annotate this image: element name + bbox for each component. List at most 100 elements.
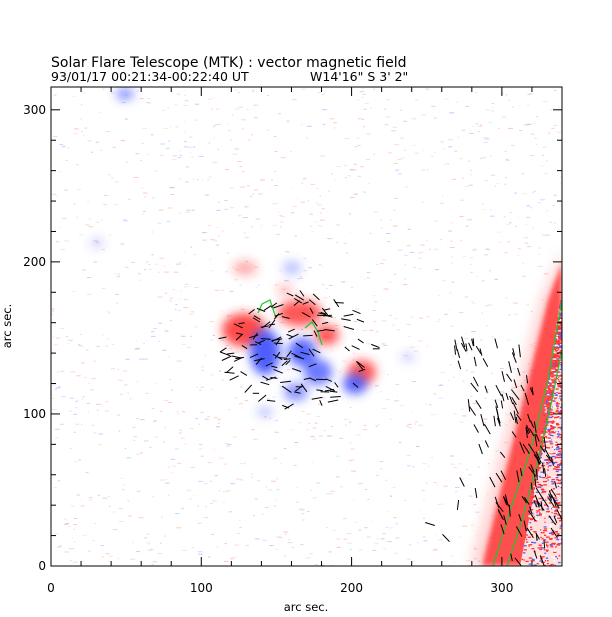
limb-speck bbox=[548, 430, 550, 432]
limb-speck bbox=[549, 416, 553, 419]
noise-speck bbox=[365, 103, 369, 105]
field-vector bbox=[518, 344, 521, 358]
limb-speck bbox=[544, 430, 547, 433]
noise-speck bbox=[189, 136, 193, 138]
noise-speck bbox=[62, 218, 67, 220]
field-vector bbox=[273, 368, 283, 374]
noise-speck bbox=[380, 538, 385, 540]
noise-speck bbox=[56, 337, 60, 339]
noise-speck bbox=[358, 144, 361, 146]
noise-speck bbox=[275, 284, 278, 286]
noise-speck bbox=[314, 422, 318, 424]
noise-speck bbox=[382, 533, 386, 535]
axis-ticks bbox=[50, 87, 563, 567]
noise-speck bbox=[296, 487, 298, 489]
noise-speck bbox=[104, 410, 109, 412]
field-vector bbox=[280, 380, 291, 383]
limb-speck bbox=[560, 432, 562, 434]
noise-speck bbox=[151, 407, 155, 409]
noise-speck bbox=[373, 88, 376, 90]
noise-speck bbox=[482, 203, 484, 205]
noise-speck bbox=[59, 328, 65, 329]
limb-speck bbox=[545, 441, 549, 443]
limb-speck bbox=[553, 560, 556, 562]
noise-speck bbox=[153, 328, 158, 329]
noise-speck bbox=[169, 297, 173, 299]
field-vector bbox=[501, 370, 505, 382]
noise-speck bbox=[246, 185, 250, 187]
noise-speck bbox=[490, 209, 492, 211]
limb-speck bbox=[546, 560, 549, 562]
noise-speck bbox=[429, 404, 432, 406]
noise-speck bbox=[275, 233, 281, 235]
limb-speck bbox=[547, 496, 550, 498]
noise-speck bbox=[241, 407, 243, 409]
noise-speck bbox=[184, 100, 189, 102]
noise-speck bbox=[353, 498, 355, 500]
limb-speck bbox=[533, 531, 537, 533]
noise-speck bbox=[253, 189, 258, 191]
noise-speck bbox=[194, 103, 200, 105]
noise-speck bbox=[336, 242, 339, 243]
field-vector bbox=[497, 508, 504, 520]
limb-speck bbox=[546, 450, 550, 452]
limb-speck bbox=[558, 321, 562, 323]
noise-speck bbox=[422, 201, 424, 203]
limb-speck bbox=[553, 392, 556, 394]
limb-speck bbox=[546, 550, 548, 552]
noise-speck bbox=[88, 499, 93, 501]
noise-speck bbox=[251, 134, 254, 136]
noise-speck bbox=[316, 202, 318, 204]
limb-speck bbox=[560, 364, 562, 366]
limb-speck bbox=[558, 350, 561, 352]
limb-speck bbox=[557, 485, 560, 488]
noise-speck bbox=[200, 386, 205, 388]
limb-speck bbox=[549, 454, 551, 456]
limb-speck bbox=[539, 560, 543, 562]
noise-speck bbox=[127, 392, 129, 394]
noise-speck bbox=[262, 539, 267, 541]
field-vector bbox=[324, 314, 333, 318]
noise-speck bbox=[306, 429, 309, 431]
field-vector bbox=[220, 351, 231, 357]
limb-speck bbox=[540, 471, 545, 473]
noise-speck bbox=[554, 90, 557, 91]
noise-speck bbox=[214, 417, 218, 419]
noise-speck bbox=[400, 137, 404, 139]
limb-speck bbox=[541, 542, 544, 544]
noise-speck bbox=[303, 270, 307, 272]
noise-speck bbox=[326, 435, 330, 437]
limb-speck bbox=[553, 476, 557, 478]
limb-speck bbox=[547, 469, 549, 471]
noise-speck bbox=[129, 398, 133, 400]
field-vector bbox=[468, 342, 473, 351]
noise-speck bbox=[407, 423, 412, 425]
noise-speck bbox=[238, 106, 243, 108]
noise-speck bbox=[426, 316, 430, 318]
limb-speck bbox=[560, 384, 562, 387]
limb-speck bbox=[542, 490, 547, 493]
noise-speck bbox=[311, 461, 314, 463]
limb-speck bbox=[553, 349, 556, 351]
limb-speck bbox=[533, 560, 535, 562]
noise-speck bbox=[240, 308, 245, 310]
noise-speck bbox=[60, 248, 66, 250]
noise-speck bbox=[550, 109, 553, 111]
noise-speck bbox=[370, 520, 372, 522]
noise-speck bbox=[172, 465, 176, 467]
noise-speck bbox=[182, 343, 186, 345]
noise-speck bbox=[169, 126, 172, 128]
limb-speck bbox=[524, 536, 527, 538]
limb-speck bbox=[553, 363, 556, 365]
noise-speck bbox=[532, 227, 534, 229]
noise-speck bbox=[107, 312, 111, 314]
limb-speck bbox=[552, 506, 557, 508]
noise-speck bbox=[336, 546, 341, 548]
limb-speck bbox=[559, 311, 562, 313]
noise-speck bbox=[53, 135, 58, 137]
limb-speck bbox=[548, 461, 552, 464]
limb-speck bbox=[551, 362, 554, 364]
field-vector bbox=[480, 413, 485, 427]
field-vector bbox=[258, 339, 265, 344]
limb-speck bbox=[556, 536, 559, 538]
